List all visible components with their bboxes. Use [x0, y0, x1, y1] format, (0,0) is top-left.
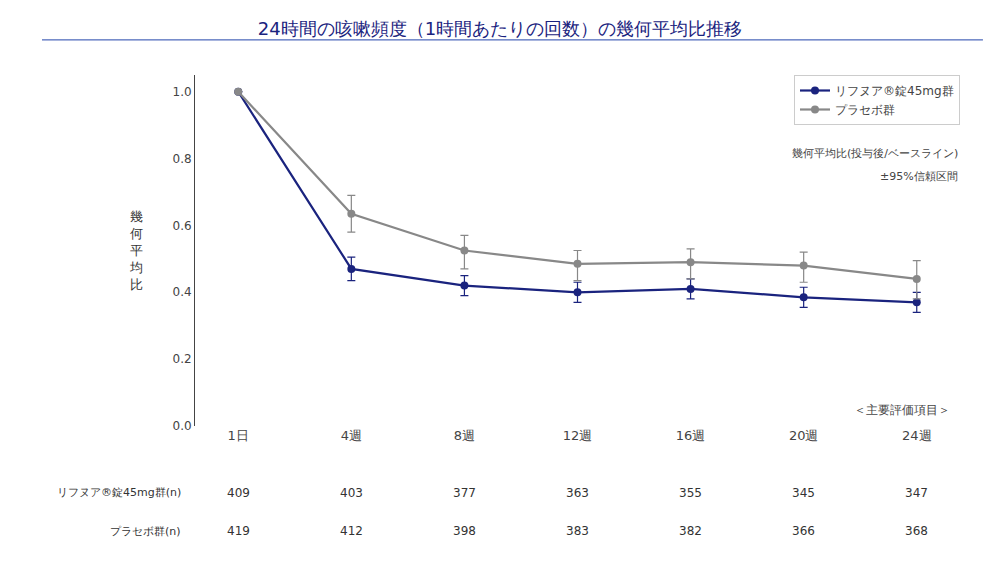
svg-text:363: 363	[566, 486, 589, 500]
svg-text:幾何平均比: 幾何平均比	[129, 209, 143, 292]
svg-text:24週: 24週	[902, 428, 932, 443]
svg-text:347: 347	[905, 486, 928, 500]
svg-text:409: 409	[227, 486, 250, 500]
svg-text:16週: 16週	[676, 428, 706, 443]
svg-text:プラセボ群: プラセボ群	[835, 103, 895, 117]
svg-text:355: 355	[679, 486, 702, 500]
svg-text:12週: 12週	[563, 428, 593, 443]
svg-text:24時間の咳嗽頻度（1時間あたりの回数）の幾何平均比推移: 24時間の咳嗽頻度（1時間あたりの回数）の幾何平均比推移	[258, 18, 742, 39]
svg-text:1日: 1日	[228, 428, 249, 443]
svg-text:0.2: 0.2	[173, 352, 192, 366]
svg-text:0.8: 0.8	[173, 152, 192, 166]
svg-text:383: 383	[566, 524, 589, 538]
svg-text:403: 403	[340, 486, 363, 500]
svg-text:412: 412	[340, 524, 363, 538]
svg-text:345: 345	[792, 486, 815, 500]
svg-text:幾何平均比(投与後/ベースライン): 幾何平均比(投与後/ベースライン)	[792, 147, 958, 160]
svg-text:4週: 4週	[341, 428, 362, 443]
svg-text:368: 368	[905, 524, 928, 538]
svg-text:プラセボ群(n): プラセボ群(n)	[110, 525, 181, 538]
svg-text:1.0: 1.0	[173, 85, 192, 99]
svg-text:0.4: 0.4	[173, 285, 192, 299]
svg-text:382: 382	[679, 524, 702, 538]
svg-text:366: 366	[792, 524, 815, 538]
svg-text:8週: 8週	[454, 428, 475, 443]
svg-text:＜主要評価項目＞: ＜主要評価項目＞	[854, 403, 950, 417]
svg-text:0.0: 0.0	[173, 419, 192, 433]
svg-text:419: 419	[227, 524, 250, 538]
svg-text:0.6: 0.6	[173, 219, 192, 233]
svg-text:377: 377	[453, 486, 476, 500]
svg-text:リフヌア®錠45mg群(n): リフヌア®錠45mg群(n)	[57, 486, 181, 499]
svg-text:リフヌア®錠45mg群: リフヌア®錠45mg群	[835, 84, 954, 98]
svg-text:20週: 20週	[789, 428, 819, 443]
svg-text:±95%信頼区間: ±95%信頼区間	[880, 170, 958, 183]
svg-text:398: 398	[453, 524, 476, 538]
